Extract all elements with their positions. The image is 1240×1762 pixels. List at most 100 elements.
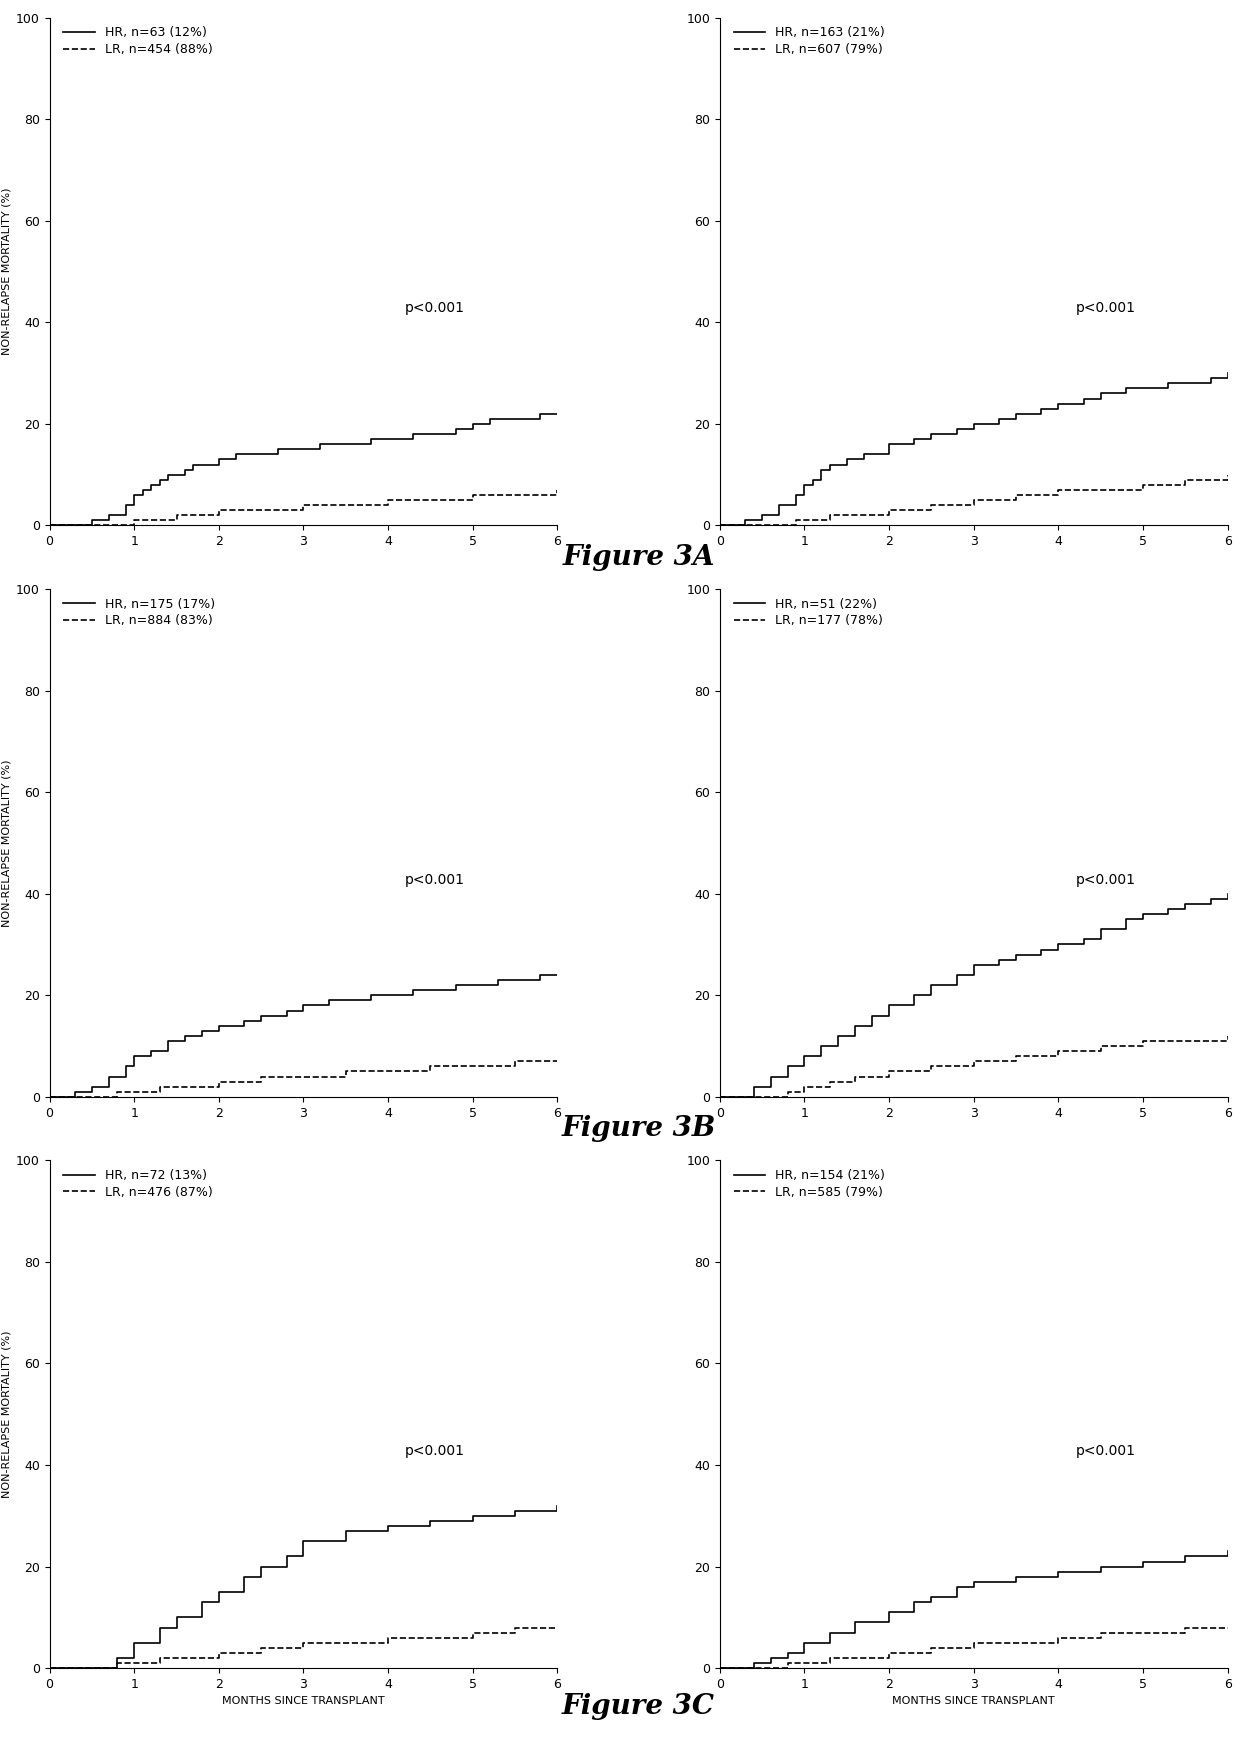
LR, n=884 (83%) <box>84 1085 99 1107</box>
HR, n=63 (12%) <box>67 515 82 536</box>
LR, n=476 (87%) <box>177 1647 192 1669</box>
Legend: HR, n=154 (21%), LR, n=585 (79%): HR, n=154 (21%), LR, n=585 (79%) <box>732 1166 888 1202</box>
HR, n=63 (12%) <box>118 495 133 516</box>
Line: LR, n=884 (83%): LR, n=884 (83%) <box>50 1061 557 1096</box>
HR, n=154 (21%) <box>713 1658 728 1679</box>
X-axis label: MONTHS SINCE TRANSPLANT: MONTHS SINCE TRANSPLANT <box>893 1697 1055 1706</box>
Line: HR, n=63 (12%): HR, n=63 (12%) <box>50 414 557 525</box>
HR, n=72 (13%) <box>381 1515 396 1536</box>
HR, n=63 (12%) <box>102 504 117 525</box>
HR, n=175 (17%) <box>549 964 564 985</box>
LR, n=585 (79%) <box>822 1647 837 1669</box>
Legend: HR, n=163 (21%), LR, n=607 (79%): HR, n=163 (21%), LR, n=607 (79%) <box>732 25 887 58</box>
HR, n=63 (12%) <box>144 474 159 495</box>
HR, n=175 (17%) <box>381 985 396 1006</box>
HR, n=51 (22%) <box>1052 934 1066 955</box>
LR, n=585 (79%) <box>966 1632 981 1653</box>
HR, n=175 (17%) <box>144 1041 159 1062</box>
HR, n=154 (21%) <box>1178 1545 1193 1566</box>
HR, n=175 (17%) <box>507 969 522 990</box>
LR, n=884 (83%) <box>42 1085 57 1107</box>
HR, n=175 (17%) <box>321 990 336 1011</box>
HR, n=163 (21%) <box>1220 363 1235 384</box>
LR, n=454 (88%) <box>169 504 184 525</box>
HR, n=51 (22%) <box>1220 883 1235 904</box>
Text: p<0.001: p<0.001 <box>1075 1443 1136 1457</box>
LR, n=476 (87%) <box>339 1632 353 1653</box>
HR, n=175 (17%) <box>161 1031 176 1052</box>
HR, n=63 (12%) <box>254 444 269 465</box>
HR, n=163 (21%) <box>966 414 981 435</box>
HR, n=72 (13%) <box>126 1632 141 1653</box>
HR, n=51 (22%) <box>906 985 921 1006</box>
LR, n=585 (79%) <box>848 1647 863 1669</box>
HR, n=163 (21%) <box>839 449 854 470</box>
LR, n=476 (87%) <box>507 1618 522 1639</box>
HR, n=51 (22%) <box>966 955 981 976</box>
LR, n=884 (83%) <box>110 1082 125 1103</box>
HR, n=175 (17%) <box>465 974 480 996</box>
HR, n=51 (22%) <box>1136 904 1151 925</box>
HR, n=154 (21%) <box>1136 1551 1151 1572</box>
LR, n=454 (88%) <box>296 495 311 516</box>
HR, n=154 (21%) <box>1220 1540 1235 1561</box>
HR, n=175 (17%) <box>339 990 353 1011</box>
LR, n=454 (88%) <box>84 515 99 536</box>
LR, n=884 (83%) <box>177 1077 192 1098</box>
LR, n=607 (79%) <box>966 490 981 511</box>
HR, n=51 (22%) <box>950 964 965 985</box>
LR, n=884 (83%) <box>465 1055 480 1077</box>
LR, n=177 (78%) <box>1136 1031 1151 1052</box>
HR, n=51 (22%) <box>831 1025 846 1047</box>
HR, n=163 (21%) <box>1203 368 1218 389</box>
HR, n=72 (13%) <box>195 1591 210 1612</box>
HR, n=72 (13%) <box>211 1582 226 1603</box>
HR, n=175 (17%) <box>126 1045 141 1066</box>
HR, n=175 (17%) <box>118 1055 133 1077</box>
LR, n=454 (88%) <box>195 504 210 525</box>
Legend: HR, n=72 (13%), LR, n=476 (87%): HR, n=72 (13%), LR, n=476 (87%) <box>61 1166 215 1202</box>
HR, n=163 (21%) <box>950 418 965 439</box>
HR, n=163 (21%) <box>1161 374 1176 395</box>
HR, n=154 (21%) <box>822 1623 837 1644</box>
LR, n=884 (83%) <box>254 1066 269 1087</box>
Text: p<0.001: p<0.001 <box>1075 872 1136 886</box>
LR, n=177 (78%) <box>1220 1025 1235 1047</box>
LR, n=884 (83%) <box>153 1077 167 1098</box>
HR, n=51 (22%) <box>864 1004 879 1025</box>
HR, n=51 (22%) <box>882 996 897 1017</box>
Line: LR, n=177 (78%): LR, n=177 (78%) <box>720 1036 1228 1096</box>
HR, n=51 (22%) <box>813 1036 828 1057</box>
HR, n=163 (21%) <box>1076 388 1091 409</box>
LR, n=454 (88%) <box>42 515 57 536</box>
HR, n=163 (21%) <box>1094 382 1109 403</box>
LR, n=476 (87%) <box>84 1658 99 1679</box>
HR, n=163 (21%) <box>1052 393 1066 414</box>
LR, n=476 (87%) <box>110 1653 125 1674</box>
HR, n=63 (12%) <box>312 433 327 455</box>
HR, n=63 (12%) <box>270 439 285 460</box>
Line: LR, n=607 (79%): LR, n=607 (79%) <box>720 474 1228 525</box>
HR, n=175 (17%) <box>296 996 311 1017</box>
Text: p<0.001: p<0.001 <box>405 1443 465 1457</box>
HR, n=163 (21%) <box>1178 374 1193 395</box>
HR, n=163 (21%) <box>771 495 786 516</box>
HR, n=63 (12%) <box>533 403 548 425</box>
Line: LR, n=476 (87%): LR, n=476 (87%) <box>50 1628 557 1669</box>
HR, n=51 (22%) <box>848 1015 863 1036</box>
Line: HR, n=51 (22%): HR, n=51 (22%) <box>720 893 1228 1096</box>
HR, n=72 (13%) <box>507 1499 522 1521</box>
HR, n=63 (12%) <box>549 403 564 425</box>
Line: HR, n=72 (13%): HR, n=72 (13%) <box>50 1507 557 1669</box>
HR, n=51 (22%) <box>746 1077 761 1098</box>
HR, n=163 (21%) <box>1118 377 1133 398</box>
LR, n=607 (79%) <box>1008 485 1023 506</box>
LR, n=585 (79%) <box>1008 1632 1023 1653</box>
HR, n=154 (21%) <box>746 1653 761 1674</box>
Line: HR, n=175 (17%): HR, n=175 (17%) <box>50 974 557 1096</box>
LR, n=607 (79%) <box>1178 469 1193 490</box>
LR, n=607 (79%) <box>924 495 939 516</box>
HR, n=63 (12%) <box>465 414 480 435</box>
HR, n=163 (21%) <box>789 485 804 506</box>
Y-axis label: NON-RELAPSE MORTALITY (%): NON-RELAPSE MORTALITY (%) <box>1 759 12 927</box>
